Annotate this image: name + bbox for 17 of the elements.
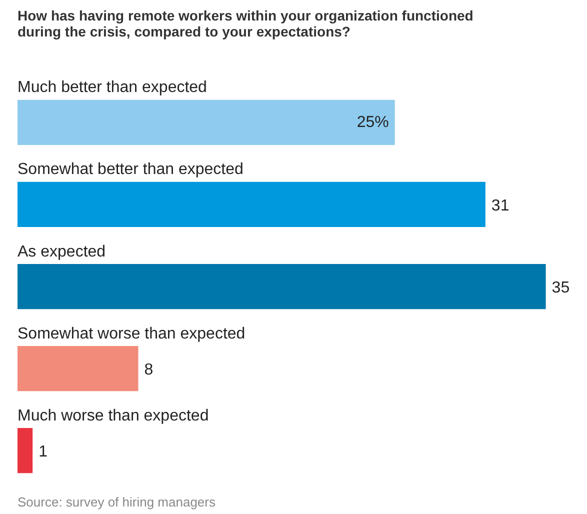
data-label: 8 [144,362,154,379]
y-tick-label: As expected [18,243,106,260]
y-tick-label: Somewhat better than expected [18,161,244,178]
data-label: 31 [491,197,510,214]
data-label: 35 [552,280,570,297]
bar [18,346,138,392]
bar [18,428,33,474]
y-tick-label: Much better than expected [18,79,207,96]
data-label: 25% [356,114,389,131]
bar [18,182,486,228]
y-tick-label: Much worse than expected [18,407,209,424]
chart-title: How has having remote workers within your organization functioned during the crisis, compared to your expectations? [18,8,474,40]
bar [18,100,395,145]
data-label: 1 [38,444,48,461]
y-tick-label: Somewhat worse than expected [18,325,246,342]
bar [18,264,546,310]
source-note: Source: survey of hiring managers [18,494,216,510]
